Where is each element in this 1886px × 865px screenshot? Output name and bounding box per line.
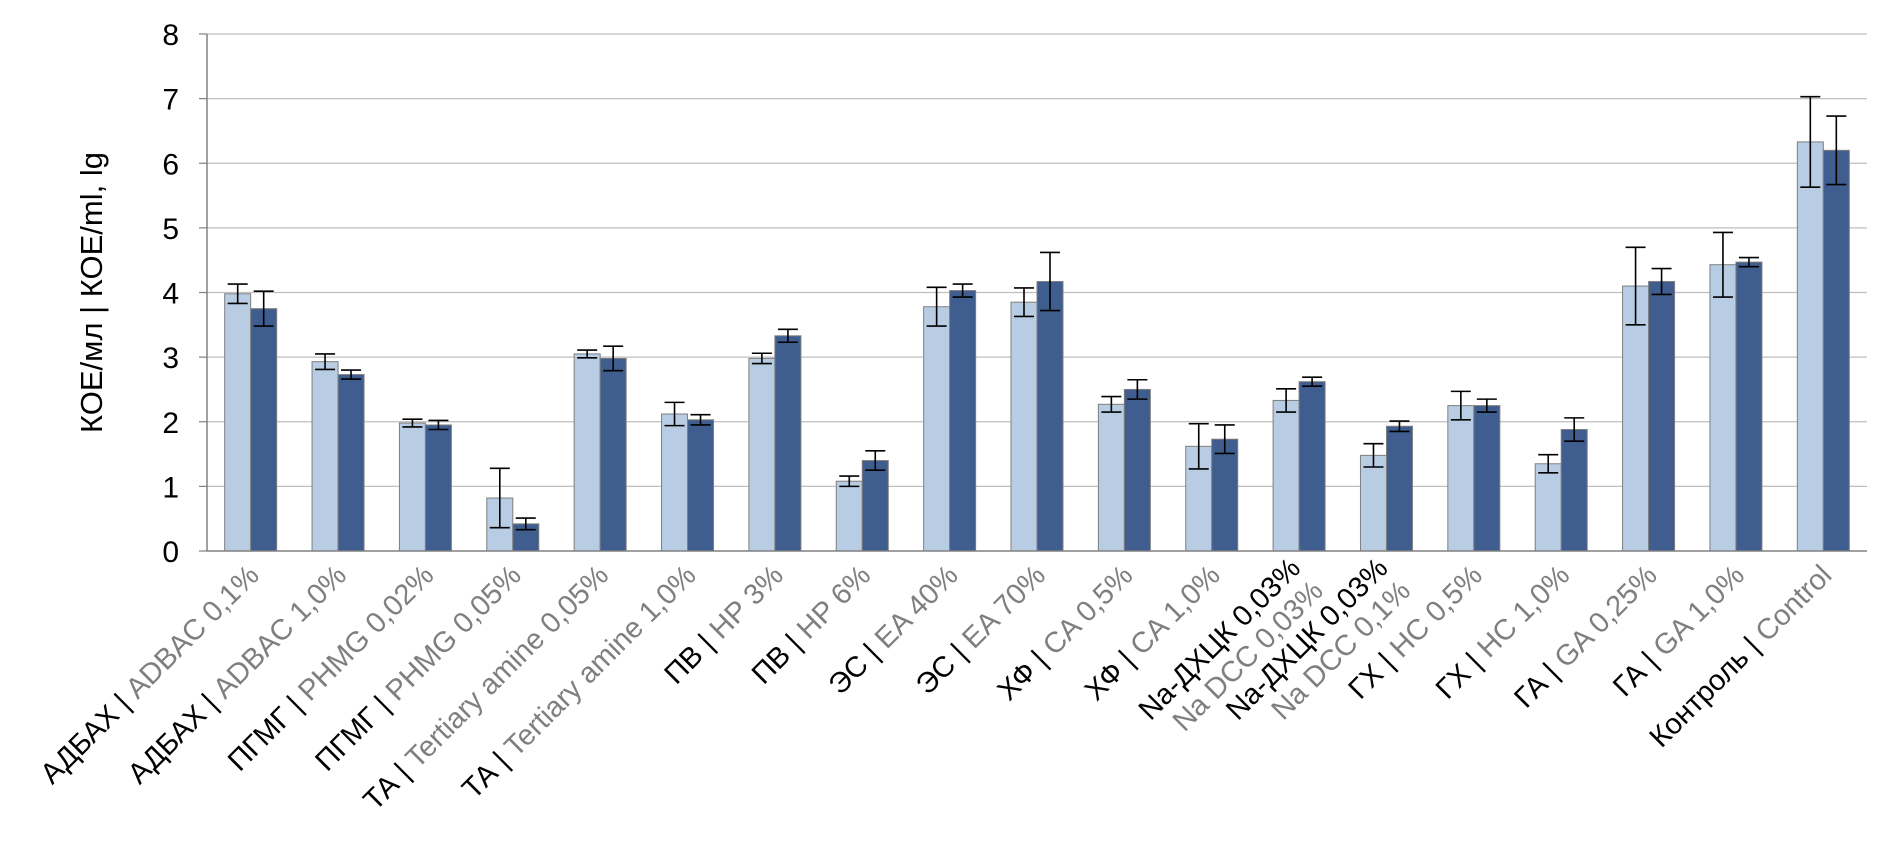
y-tick-label: 1 <box>162 471 179 504</box>
category-label-ru: ПГМГ | <box>222 690 309 777</box>
category-label-en: Control <box>1744 559 1838 653</box>
bar <box>573 353 601 552</box>
y-tick-label: 4 <box>162 278 179 311</box>
bar <box>661 413 689 552</box>
bar <box>1036 281 1064 552</box>
bar <box>1385 425 1413 552</box>
bar <box>1010 301 1038 552</box>
y-tick-label: 8 <box>162 19 179 52</box>
bar <box>1796 141 1824 552</box>
bar <box>748 357 776 552</box>
bar <box>1648 281 1676 552</box>
y-tick-label: 3 <box>162 342 179 375</box>
bar <box>687 419 715 552</box>
bar <box>1534 463 1562 552</box>
category-labels: АДБАХ | ADBAC 0,1%АДБАХ | ADBAC 1,0%ПГМГ… <box>35 552 1839 817</box>
bar <box>774 335 802 552</box>
bar <box>1359 454 1387 552</box>
bar <box>1211 438 1239 552</box>
bar <box>424 424 452 552</box>
bar <box>337 374 365 552</box>
bar <box>1123 388 1151 552</box>
y-tick-label: 0 <box>162 536 179 569</box>
bar <box>224 293 252 552</box>
bar <box>1473 405 1501 552</box>
bar <box>311 361 339 552</box>
y-tick-label: 2 <box>162 407 179 440</box>
bar <box>835 480 863 552</box>
y-tick-label: 7 <box>162 84 179 117</box>
y-axis-title: КОЕ/мл | КОЕ/ml, lg <box>74 152 109 433</box>
bar <box>1735 261 1763 552</box>
bar <box>1298 381 1326 552</box>
bar <box>599 357 627 552</box>
bar <box>1822 149 1850 552</box>
bar <box>1622 285 1650 552</box>
y-tick-labels: 0 1 2 3 4 5 6 7 8 <box>162 19 179 569</box>
bar <box>1560 429 1588 552</box>
bar <box>923 306 951 552</box>
y-tick-label: 5 <box>162 213 179 246</box>
category-label-ru: АДБАХ | <box>35 688 137 790</box>
bar <box>1097 403 1125 552</box>
axes <box>199 33 1867 552</box>
bar <box>1447 405 1475 552</box>
y-tick-label: 6 <box>162 148 179 181</box>
bar <box>1272 399 1300 552</box>
bars <box>224 95 1850 552</box>
bar <box>398 422 426 552</box>
bar <box>1709 264 1737 552</box>
bar <box>250 308 278 552</box>
bar <box>861 460 889 552</box>
bar <box>949 290 977 552</box>
category-label-ru: ПГМГ | <box>309 690 396 777</box>
